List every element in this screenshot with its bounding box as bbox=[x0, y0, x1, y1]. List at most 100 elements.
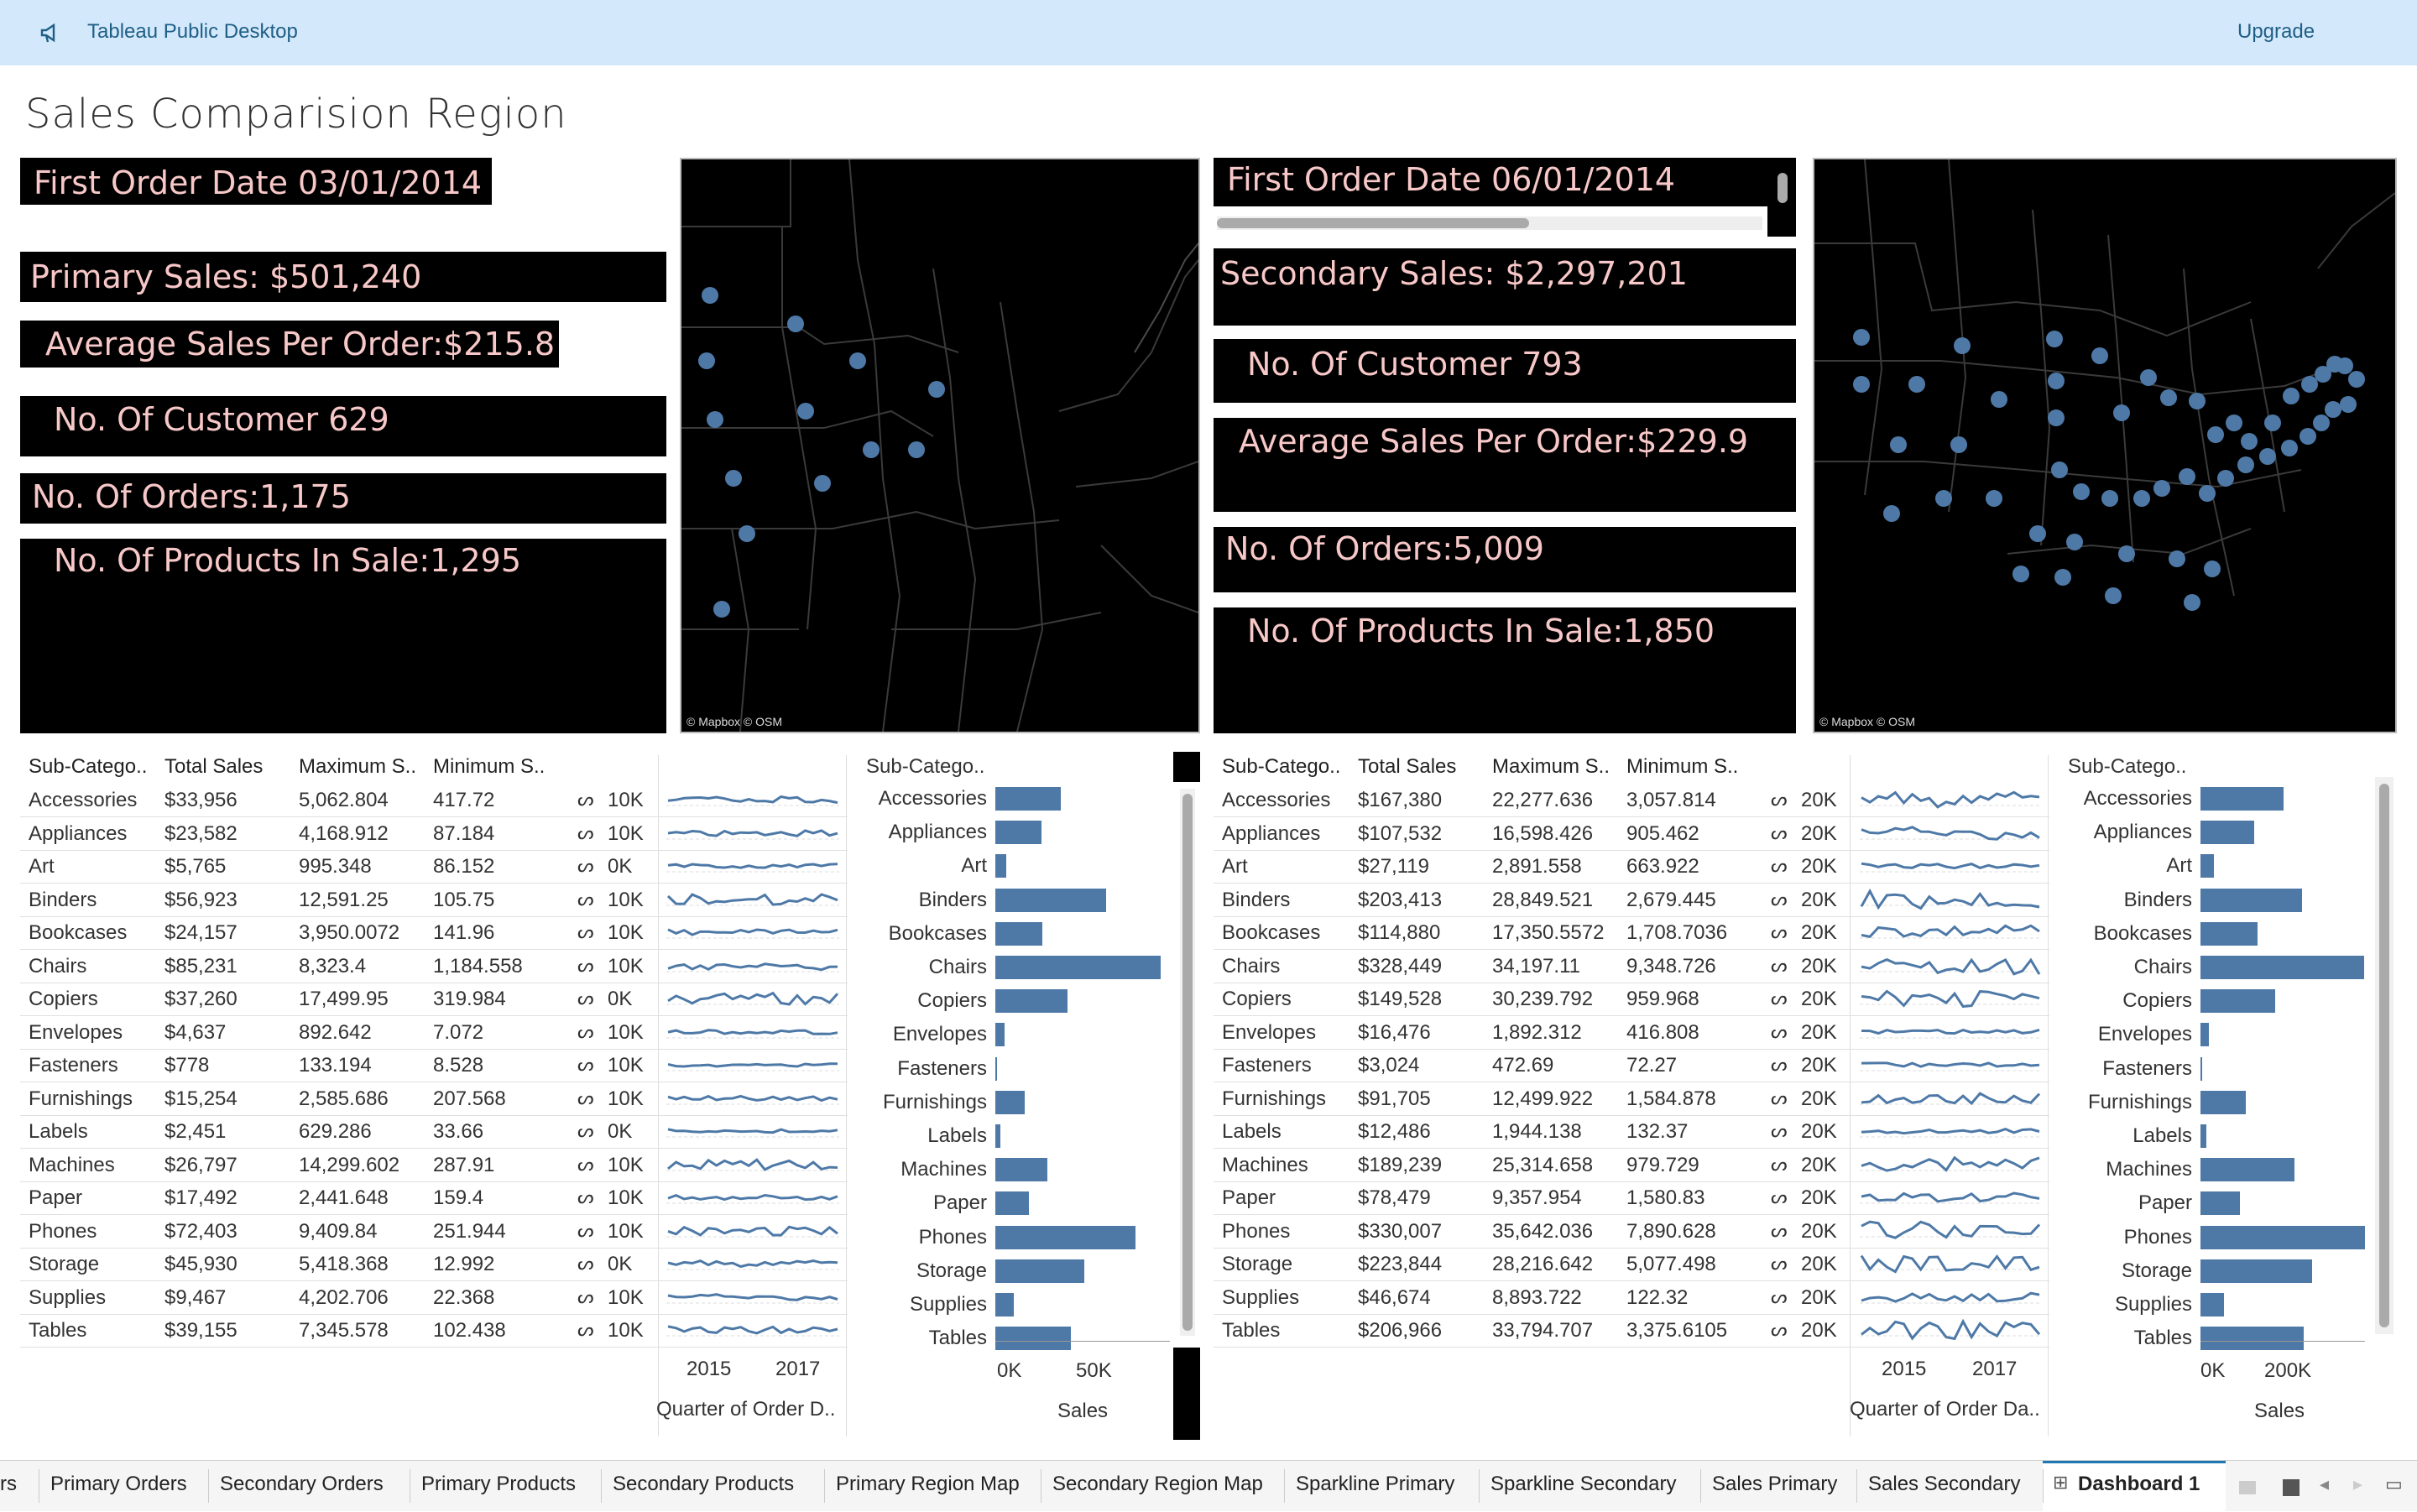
secondary-map-marker[interactable] bbox=[2241, 433, 2258, 450]
secondary-bar-label[interactable]: Copiers bbox=[2122, 989, 2192, 1013]
secondary-map-marker[interactable] bbox=[1853, 376, 1870, 393]
secondary-bar[interactable] bbox=[2200, 1259, 2312, 1283]
present-icon[interactable]: ▭ bbox=[2385, 1474, 2403, 1495]
primary-map-marker[interactable] bbox=[787, 315, 804, 332]
sparkline[interactable] bbox=[661, 1215, 844, 1247]
primary-table-row[interactable]: Paper $17,492 2,441.648 159.4 ᔕ 10K bbox=[20, 1181, 848, 1215]
secondary-bar-label[interactable]: Accessories bbox=[2083, 787, 2192, 810]
sparkline-sort-icon[interactable]: ᔕ bbox=[1771, 1087, 1788, 1108]
sparkline[interactable] bbox=[1855, 1248, 2046, 1280]
primary-table-row[interactable]: Labels $2,451 629.286 33.66 ᔕ 0K bbox=[20, 1115, 848, 1149]
primary-bar-label[interactable]: Accessories bbox=[878, 787, 987, 810]
secondary-table-row[interactable]: Copiers $149,528 30,239.792 959.968 ᔕ 20K bbox=[1214, 983, 2049, 1016]
secondary-map-marker[interactable] bbox=[2179, 468, 2195, 485]
primary-bar[interactable] bbox=[995, 1158, 1047, 1182]
show-filmstrip-icon[interactable] bbox=[2239, 1481, 2256, 1494]
sparkline[interactable] bbox=[661, 817, 844, 849]
secondary-table-row[interactable]: Paper $78,479 9,357.954 1,580.83 ᔕ 20K bbox=[1214, 1181, 2049, 1215]
secondary-map-marker[interactable] bbox=[2204, 560, 2221, 577]
secondary-map-marker[interactable] bbox=[2029, 525, 2046, 542]
sparkline-sort-icon[interactable]: ᔕ bbox=[577, 1219, 594, 1241]
sparkline-sort-icon[interactable]: ᔕ bbox=[1771, 954, 1788, 976]
sparkline[interactable] bbox=[1855, 1016, 2046, 1048]
secondary-map-marker[interactable] bbox=[2313, 414, 2330, 431]
sparkline[interactable] bbox=[1855, 1281, 2046, 1313]
primary-bar[interactable] bbox=[995, 1124, 1000, 1148]
primary-table-row[interactable]: Binders $56,923 12,591.25 105.75 ᔕ 10K bbox=[20, 884, 848, 917]
sheet-tab[interactable]: Primary Products bbox=[421, 1473, 577, 1495]
secondary-map-marker[interactable] bbox=[2259, 448, 2276, 465]
primary-bar[interactable] bbox=[995, 1090, 1026, 1114]
primary-table-row[interactable]: Appliances $23,582 4,168.912 87.184 ᔕ 10K bbox=[20, 817, 848, 851]
secondary-bar-label[interactable]: Machines bbox=[2106, 1158, 2192, 1181]
secondary-bar-label[interactable]: Tables bbox=[2133, 1327, 2192, 1350]
sparkline[interactable] bbox=[1855, 950, 2046, 982]
secondary-map-marker[interactable] bbox=[2046, 331, 2063, 347]
secondary-bar[interactable] bbox=[2200, 1225, 2365, 1249]
primary-table-row[interactable]: Phones $72,403 9,409.84 251.944 ᔕ 10K bbox=[20, 1215, 848, 1249]
sparkline-sort-icon[interactable]: ᔕ bbox=[1771, 789, 1788, 810]
secondary-sales-bar-chart[interactable]: Sub-Catego.. Accessories Appliances Art Bin… bbox=[2053, 752, 2397, 1440]
secondary-map-marker[interactable] bbox=[1883, 505, 1900, 522]
primary-map-marker[interactable] bbox=[707, 411, 723, 428]
primary-bar-label[interactable]: Envelopes bbox=[892, 1023, 987, 1046]
sheet-tab[interactable]: Sales Secondary bbox=[1868, 1473, 2021, 1495]
secondary-table-row[interactable]: Supplies $46,674 8,893.722 122.32 ᔕ 20K bbox=[1214, 1281, 2049, 1315]
secondary-bar-label[interactable]: Fasteners bbox=[2102, 1056, 2192, 1080]
primary-map-canvas[interactable] bbox=[681, 159, 1198, 732]
secondary-map-marker[interactable] bbox=[2113, 404, 2130, 421]
secondary-map-marker[interactable] bbox=[2091, 347, 2108, 364]
secondary-map-marker[interactable] bbox=[2118, 545, 2135, 562]
sparkline-sort-icon[interactable]: ᔕ bbox=[1771, 821, 1788, 843]
sparkline[interactable] bbox=[661, 950, 844, 982]
primary-sparkline-table[interactable]: Sub-Catego.. Total Sales Maximum S.. Min… bbox=[20, 755, 859, 1436]
sparkline-sort-icon[interactable]: ᔕ bbox=[1771, 988, 1788, 1009]
sheet-tab[interactable]: Sparkline Primary bbox=[1296, 1473, 1455, 1495]
secondary-map-marker[interactable] bbox=[1954, 337, 1971, 354]
sparkline-sort-icon[interactable]: ᔕ bbox=[1771, 1285, 1788, 1307]
sparkline-sort-icon[interactable]: ᔕ bbox=[1771, 1153, 1788, 1175]
primary-map-marker[interactable] bbox=[702, 287, 718, 304]
sparkline[interactable] bbox=[1855, 1115, 2046, 1147]
sheet-tab[interactable]: Sparkline Secondary bbox=[1490, 1473, 1677, 1495]
col-header-max-sales[interactable]: Maximum S.. bbox=[1492, 755, 1610, 778]
primary-bar[interactable] bbox=[995, 1191, 1030, 1216]
primary-bar-label[interactable]: Machines bbox=[901, 1158, 987, 1181]
col-header-total-sales[interactable]: Total Sales bbox=[164, 755, 264, 778]
secondary-map-marker[interactable] bbox=[2315, 366, 2331, 383]
primary-bar[interactable] bbox=[995, 1056, 997, 1081]
sparkline-sort-icon[interactable]: ᔕ bbox=[577, 1285, 594, 1307]
secondary-map-marker[interactable] bbox=[2140, 369, 2157, 386]
primary-bar[interactable] bbox=[995, 989, 1068, 1014]
sparkline-sort-icon[interactable]: ᔕ bbox=[577, 1253, 594, 1274]
secondary-map-marker[interactable] bbox=[2048, 409, 2065, 426]
secondary-table-row[interactable]: Bookcases $114,880 17,350.5572 1,708.7036 ᔕ 2… bbox=[1214, 916, 2049, 950]
secondary-table-row[interactable]: Phones $330,007 35,642.036 7,890.628 ᔕ 20K bbox=[1214, 1215, 2049, 1249]
primary-map-marker[interactable] bbox=[908, 441, 925, 458]
sparkline-sort-icon[interactable]: ᔕ bbox=[1771, 1253, 1788, 1274]
col-header-min-sales[interactable]: Minimum S.. bbox=[1626, 755, 1739, 778]
sheet-tab[interactable]: Secondary Orders bbox=[220, 1473, 384, 1495]
secondary-map-marker[interactable] bbox=[2207, 426, 2224, 443]
primary-map-marker[interactable] bbox=[698, 352, 715, 369]
sparkline[interactable] bbox=[661, 1016, 844, 1048]
secondary-map-marker[interactable] bbox=[2237, 456, 2254, 473]
primary-bar-label[interactable]: Bookcases bbox=[888, 921, 987, 945]
col-header-min-sales[interactable]: Minimum S.. bbox=[433, 755, 546, 778]
sparkline[interactable] bbox=[1855, 784, 2046, 816]
secondary-table-row[interactable]: Fasteners $3,024 472.69 72.27 ᔕ 20K bbox=[1214, 1049, 2049, 1082]
primary-bar-label[interactable]: Fasteners bbox=[897, 1056, 987, 1080]
primary-bar-label[interactable]: Storage bbox=[916, 1259, 987, 1282]
secondary-bar[interactable] bbox=[2200, 1023, 2209, 1047]
primary-map-marker[interactable] bbox=[863, 441, 880, 458]
primary-bar[interactable] bbox=[995, 1225, 1136, 1249]
secondary-map-marker[interactable] bbox=[2283, 388, 2300, 404]
sparkline[interactable] bbox=[661, 1049, 844, 1081]
sheet-tab[interactable]: Primary Orders bbox=[50, 1473, 187, 1495]
secondary-table-row[interactable]: Furnishings $91,705 12,499.922 1,584.878 ᔕ 20… bbox=[1214, 1082, 2049, 1116]
sparkline[interactable] bbox=[661, 1281, 844, 1313]
sheet-tab[interactable]: Sales Primary bbox=[1712, 1473, 1838, 1495]
sparkline[interactable] bbox=[1855, 884, 2046, 915]
sparkline[interactable] bbox=[661, 1082, 844, 1114]
primary-bar[interactable] bbox=[995, 1259, 1085, 1283]
